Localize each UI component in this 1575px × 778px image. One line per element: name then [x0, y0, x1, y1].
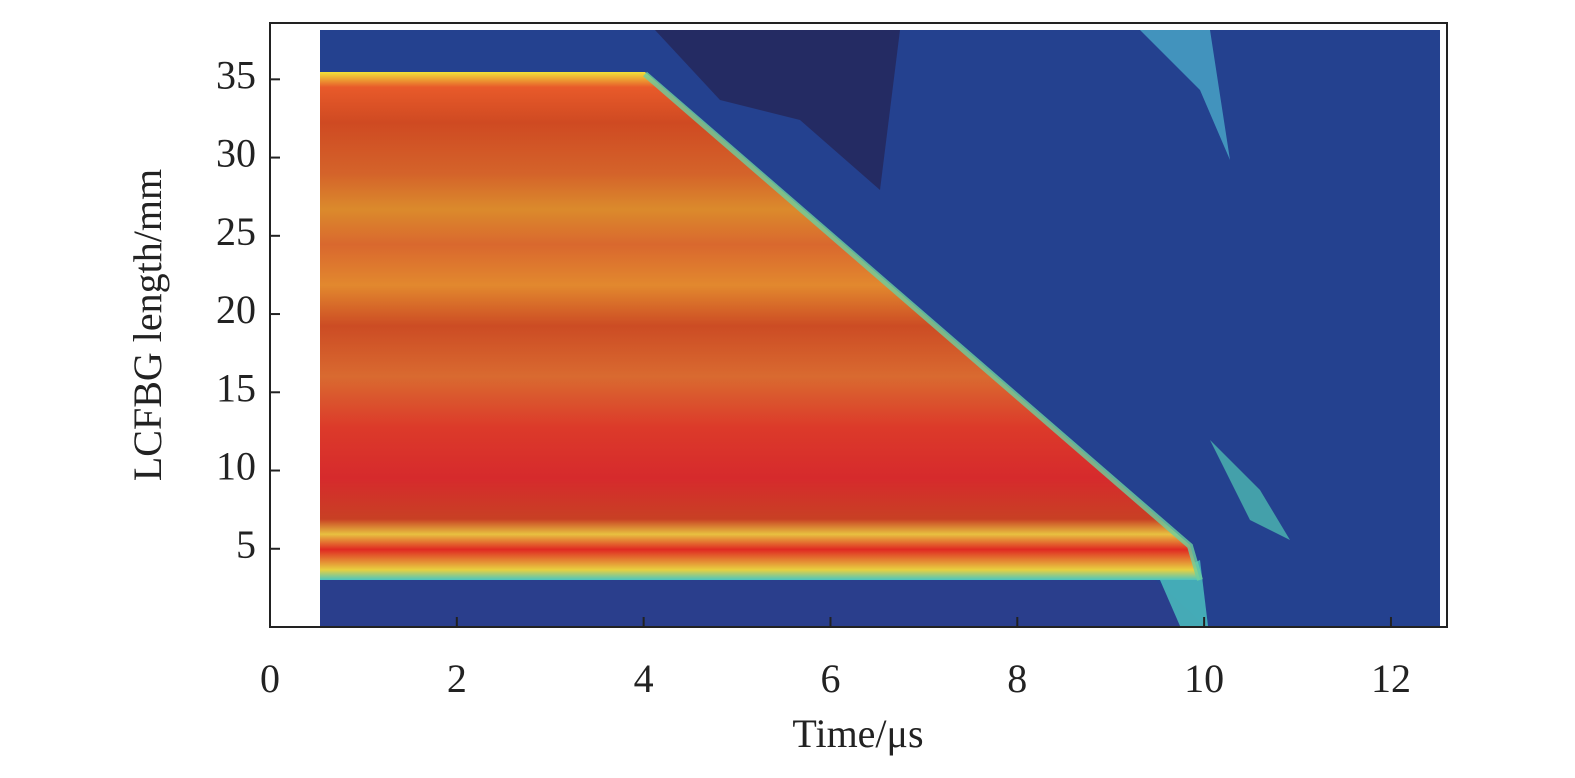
x-tick-label: 2 — [447, 656, 467, 701]
y-tick-label: 20 — [216, 287, 256, 332]
x-tick-label: 8 — [1007, 656, 1027, 701]
y-tick-label: 10 — [216, 444, 256, 489]
bottom-patch — [320, 575, 1205, 626]
heatmap-field — [320, 30, 1440, 626]
cyan-streak — [1140, 30, 1230, 160]
x-tick-label: 12 — [1371, 656, 1411, 701]
y-tick-label: 15 — [216, 365, 256, 410]
cyan-blob — [1210, 440, 1290, 540]
y-tick-label: 25 — [216, 209, 256, 254]
plot-frame — [269, 22, 1448, 628]
y-axis-label: LCFBG length/mm — [125, 169, 170, 481]
dark-patch — [655, 30, 900, 190]
x-tick-label: 6 — [820, 656, 840, 701]
region-edge — [643, 71, 1203, 581]
reflection-region — [320, 72, 1200, 580]
x-axis-label: Time/μs — [792, 711, 923, 756]
x-tick-label: 10 — [1184, 656, 1224, 701]
x-tick-label: 0 — [260, 656, 280, 701]
y-tick-label: 5 — [236, 522, 256, 567]
x-tick-label: 4 — [634, 656, 654, 701]
y-tick-label: 30 — [216, 131, 256, 176]
y-tick-label: 35 — [216, 53, 256, 98]
